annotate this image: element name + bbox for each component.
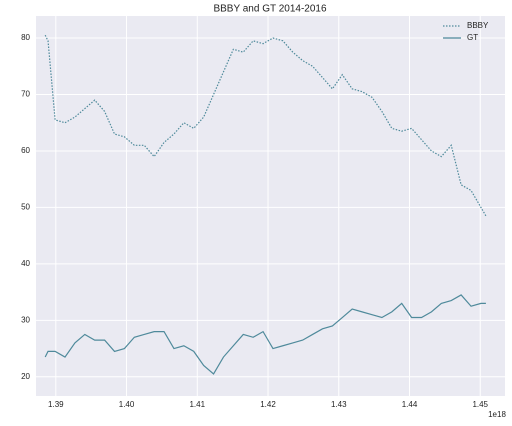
line-series [44,294,486,375]
y-tick-label: 20 [21,372,30,381]
x-tick-label: 1.43 [331,400,347,409]
x-tick-label: 1.41 [189,400,205,409]
x-tick-label: 1.40 [119,400,135,409]
legend-label: GT [467,33,478,42]
y-tick-label: 30 [21,315,30,324]
chart-title: BBBY and GT 2014-2016 [213,4,326,15]
x-tick-label: 1.39 [48,400,64,409]
x-tick-label: 1.42 [260,400,276,409]
plot-area [36,16,505,396]
legend-label: BBBY [467,21,489,30]
y-tick-label: 60 [21,146,30,155]
y-tick-label: 70 [21,90,30,99]
line-series [44,34,487,217]
y-tick-label: 80 [21,33,30,42]
y-tick-label: 50 [21,203,30,212]
x-tick-label: 1.44 [402,400,418,409]
x-offset-text: 1e18 [488,410,506,419]
x-tick-label: 1.45 [472,400,488,409]
y-tick-label: 40 [21,259,30,268]
